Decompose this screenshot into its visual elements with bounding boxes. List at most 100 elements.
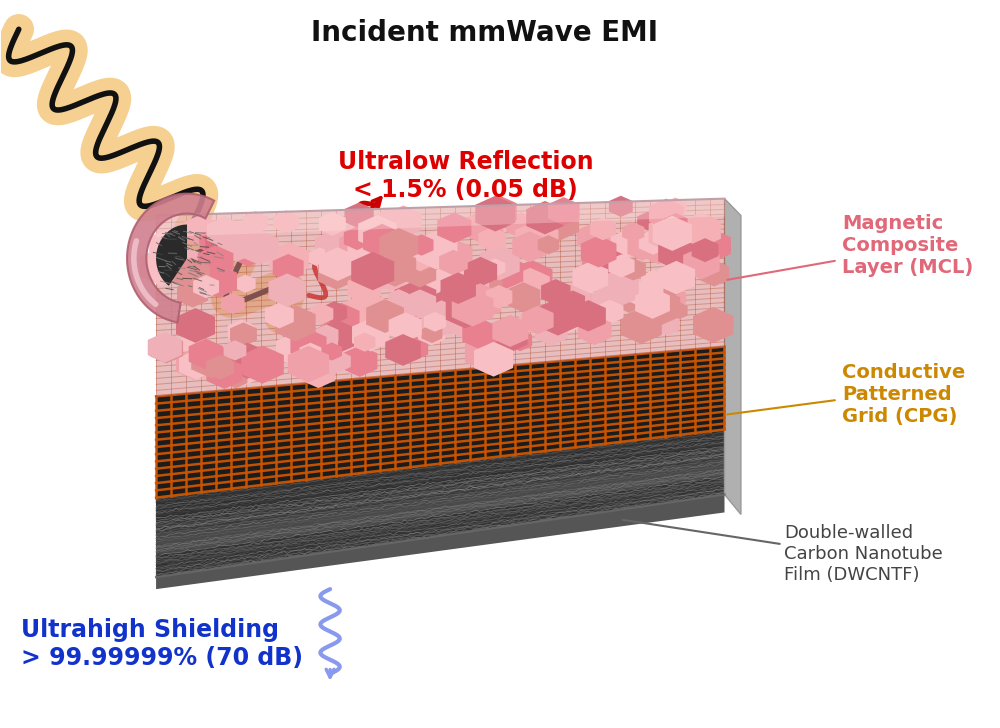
Polygon shape (452, 289, 493, 326)
Polygon shape (683, 219, 716, 248)
Polygon shape (241, 346, 284, 384)
Polygon shape (243, 211, 268, 234)
Polygon shape (320, 322, 342, 341)
Polygon shape (433, 238, 472, 274)
Polygon shape (582, 247, 616, 277)
Polygon shape (699, 260, 729, 287)
Polygon shape (506, 282, 540, 312)
Polygon shape (663, 288, 686, 308)
Polygon shape (227, 343, 268, 379)
Polygon shape (388, 289, 409, 307)
Polygon shape (183, 215, 219, 247)
Polygon shape (224, 368, 247, 388)
Polygon shape (148, 332, 182, 363)
Polygon shape (230, 323, 257, 347)
Polygon shape (325, 226, 364, 261)
Polygon shape (519, 310, 544, 333)
Polygon shape (140, 247, 183, 286)
Polygon shape (239, 229, 279, 265)
Polygon shape (319, 248, 357, 281)
Polygon shape (693, 307, 734, 343)
Polygon shape (666, 301, 688, 320)
Polygon shape (561, 290, 585, 312)
Polygon shape (511, 260, 552, 297)
Polygon shape (581, 236, 616, 267)
Polygon shape (465, 210, 503, 245)
Polygon shape (165, 246, 203, 280)
Polygon shape (288, 346, 329, 382)
Polygon shape (179, 350, 212, 379)
Polygon shape (492, 314, 528, 347)
Polygon shape (156, 224, 187, 286)
Polygon shape (485, 256, 508, 277)
Polygon shape (189, 250, 231, 288)
Polygon shape (421, 301, 462, 336)
Polygon shape (526, 201, 564, 234)
Polygon shape (322, 342, 342, 360)
Polygon shape (441, 272, 476, 304)
Polygon shape (639, 229, 668, 255)
Polygon shape (310, 304, 333, 325)
Polygon shape (621, 258, 646, 280)
Polygon shape (339, 230, 376, 263)
Polygon shape (608, 254, 635, 277)
Polygon shape (436, 253, 458, 274)
Text: Incident mmWave EMI: Incident mmWave EMI (311, 20, 658, 47)
Polygon shape (224, 340, 246, 360)
Polygon shape (522, 306, 554, 334)
Polygon shape (283, 322, 322, 357)
Polygon shape (229, 355, 262, 385)
Polygon shape (437, 213, 471, 243)
Polygon shape (228, 352, 254, 375)
Polygon shape (198, 245, 233, 277)
Polygon shape (302, 359, 335, 388)
Polygon shape (347, 229, 387, 265)
Text: Conductive
Patterned
Grid (CPG): Conductive Patterned Grid (CPG) (842, 363, 966, 427)
Polygon shape (590, 217, 616, 240)
Polygon shape (404, 290, 436, 318)
Polygon shape (537, 298, 579, 336)
Polygon shape (189, 339, 223, 369)
Polygon shape (363, 224, 401, 258)
Polygon shape (156, 459, 724, 555)
Polygon shape (627, 234, 658, 261)
Polygon shape (193, 275, 219, 298)
Polygon shape (410, 234, 433, 256)
Polygon shape (555, 310, 581, 333)
Polygon shape (637, 288, 680, 326)
Text: Ultrahigh Shielding
> 99.99999% (70 dB): Ultrahigh Shielding > 99.99999% (70 dB) (21, 618, 303, 670)
Polygon shape (127, 194, 214, 323)
Polygon shape (206, 357, 242, 389)
Polygon shape (345, 202, 374, 229)
Polygon shape (548, 197, 580, 226)
Polygon shape (535, 317, 568, 346)
Polygon shape (199, 228, 229, 255)
Polygon shape (366, 299, 404, 333)
Polygon shape (439, 250, 468, 275)
Polygon shape (694, 229, 731, 262)
Polygon shape (653, 215, 692, 251)
Polygon shape (315, 232, 342, 256)
Polygon shape (156, 450, 724, 552)
Polygon shape (400, 252, 440, 288)
Polygon shape (480, 245, 520, 280)
Text: Double-walled
Carbon Nanotube
Film (DWCNTF): Double-walled Carbon Nanotube Film (DWCN… (784, 524, 943, 584)
Polygon shape (506, 213, 536, 239)
Polygon shape (232, 239, 253, 257)
Polygon shape (389, 296, 417, 323)
Polygon shape (190, 253, 230, 288)
Polygon shape (664, 197, 686, 217)
Polygon shape (228, 320, 254, 344)
Polygon shape (591, 289, 616, 312)
Polygon shape (453, 272, 489, 303)
Polygon shape (344, 261, 365, 280)
Polygon shape (193, 357, 219, 379)
Polygon shape (156, 199, 724, 396)
Polygon shape (394, 280, 436, 317)
Polygon shape (649, 214, 692, 253)
Polygon shape (296, 343, 317, 362)
Polygon shape (436, 261, 477, 297)
Polygon shape (377, 266, 405, 291)
Polygon shape (572, 261, 608, 293)
Polygon shape (596, 300, 623, 324)
